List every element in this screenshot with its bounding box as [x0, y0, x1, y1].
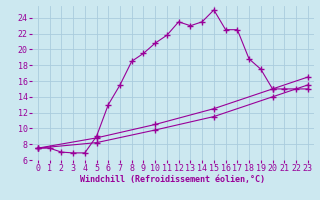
- X-axis label: Windchill (Refroidissement éolien,°C): Windchill (Refroidissement éolien,°C): [80, 175, 265, 184]
